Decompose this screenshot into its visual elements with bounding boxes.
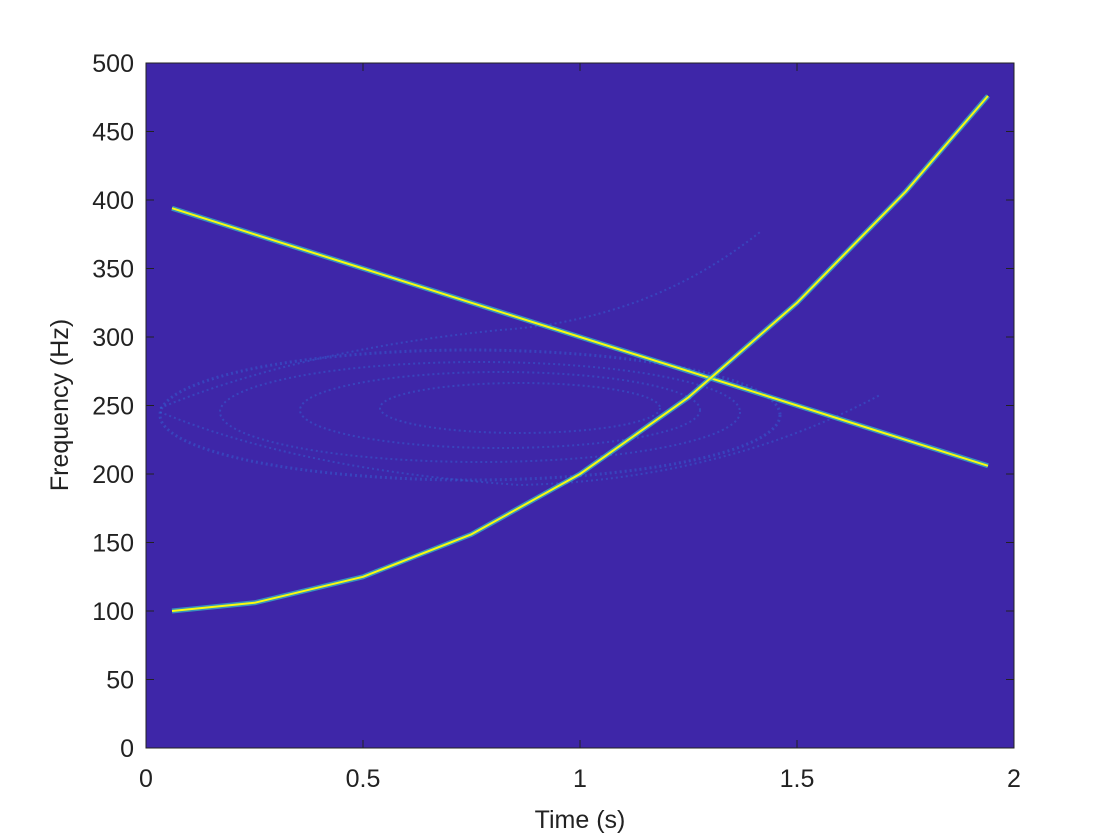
y-tick-label: 150 xyxy=(92,530,134,558)
y-tick-label: 50 xyxy=(106,667,134,695)
y-tick-label: 350 xyxy=(92,256,134,284)
x-tick-label: 0 xyxy=(139,765,153,793)
x-tick-label: 2 xyxy=(1007,765,1021,793)
x-tick-label: 0.5 xyxy=(346,765,381,793)
ridge-line xyxy=(171,207,989,467)
y-tick-label: 100 xyxy=(92,598,134,626)
y-tick-label: 500 xyxy=(92,50,134,78)
ridge-line xyxy=(171,95,989,612)
x-tick-label: 1 xyxy=(573,765,587,793)
y-tick-label: 0 xyxy=(120,735,134,763)
y-tick-label: 200 xyxy=(92,461,134,489)
y-tick-label: 400 xyxy=(92,187,134,215)
plot-background xyxy=(146,63,1014,748)
y-tick-label: 450 xyxy=(92,119,134,147)
y-axis-label: Frequency (Hz) xyxy=(46,319,74,491)
interference-pattern xyxy=(158,231,881,487)
x-axis-label: Time (s) xyxy=(535,806,626,834)
y-tick-label: 250 xyxy=(92,393,134,421)
y-tick-label: 300 xyxy=(92,324,134,352)
x-tick-label: 1.5 xyxy=(780,765,815,793)
